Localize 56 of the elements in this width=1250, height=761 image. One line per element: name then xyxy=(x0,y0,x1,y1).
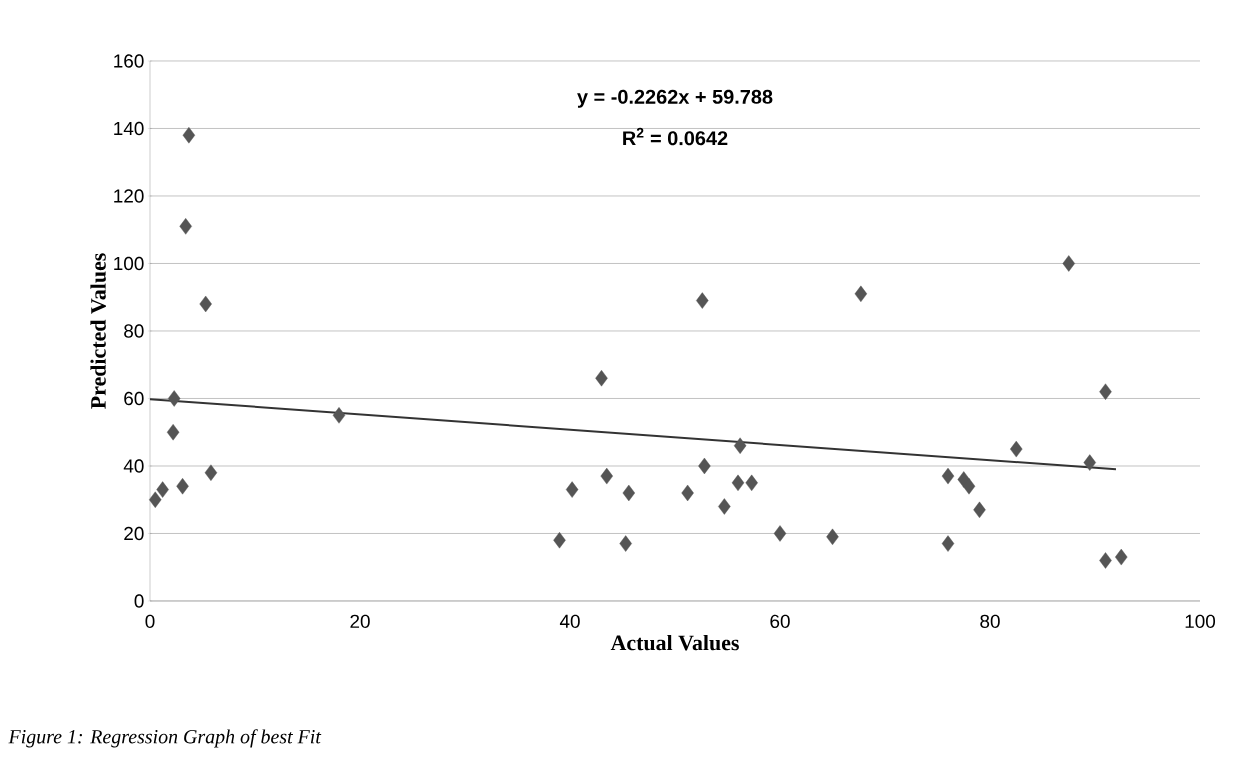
point xyxy=(941,535,955,552)
x-tick-label: 20 xyxy=(350,614,370,629)
point xyxy=(176,478,189,495)
point xyxy=(182,127,196,144)
y-axis-title: Predicted Values xyxy=(90,253,106,409)
point xyxy=(1010,440,1023,458)
point xyxy=(595,370,608,387)
point xyxy=(167,390,181,407)
point xyxy=(179,218,192,235)
point xyxy=(553,532,566,549)
point xyxy=(696,292,709,309)
point xyxy=(962,478,976,495)
point xyxy=(718,498,731,515)
point xyxy=(854,285,868,303)
point xyxy=(332,407,346,424)
y-tick-label: 80 xyxy=(124,324,144,338)
x-tick-label: 60 xyxy=(770,614,790,629)
text: Figure 1: Regression Graph of best Fit xyxy=(8,729,322,748)
point xyxy=(149,491,162,508)
point xyxy=(733,437,747,454)
point xyxy=(1099,552,1112,569)
y-tick-label: 100 xyxy=(114,256,144,271)
x-axis-title: Actual Values xyxy=(610,634,739,651)
point xyxy=(731,474,745,492)
y-tick-label: 40 xyxy=(123,459,144,473)
point xyxy=(1099,383,1112,400)
annotation: y = -0.2262x + 59.788 xyxy=(577,89,773,108)
point xyxy=(199,295,212,313)
y-tick-label: 20 xyxy=(124,526,144,541)
point xyxy=(204,464,218,481)
point xyxy=(681,484,694,502)
y-tick-label: 0 xyxy=(134,594,144,608)
y-tick-label: 140 xyxy=(114,121,144,136)
point xyxy=(973,501,986,519)
x-tick-label: 0 xyxy=(145,614,155,629)
point xyxy=(1083,454,1096,471)
point xyxy=(565,481,579,498)
point xyxy=(619,535,632,552)
x-tick-label: 100 xyxy=(1185,614,1216,629)
point xyxy=(745,474,758,492)
point xyxy=(166,424,180,441)
point xyxy=(156,481,169,498)
point xyxy=(698,457,711,475)
y-tick-label: 60 xyxy=(124,391,144,406)
point xyxy=(1062,255,1075,272)
point xyxy=(600,467,613,485)
y-tick-label: 120 xyxy=(114,189,144,203)
x-tick-label: 80 xyxy=(980,614,1000,629)
annotation: R$^{2}$ = 0.0642 xyxy=(623,127,728,146)
x-tick-label: 40 xyxy=(559,614,580,629)
point xyxy=(622,484,636,502)
point xyxy=(941,467,955,485)
point xyxy=(773,525,787,542)
y-tick-label: 160 xyxy=(114,54,144,68)
point xyxy=(1115,548,1128,566)
point xyxy=(826,528,839,546)
